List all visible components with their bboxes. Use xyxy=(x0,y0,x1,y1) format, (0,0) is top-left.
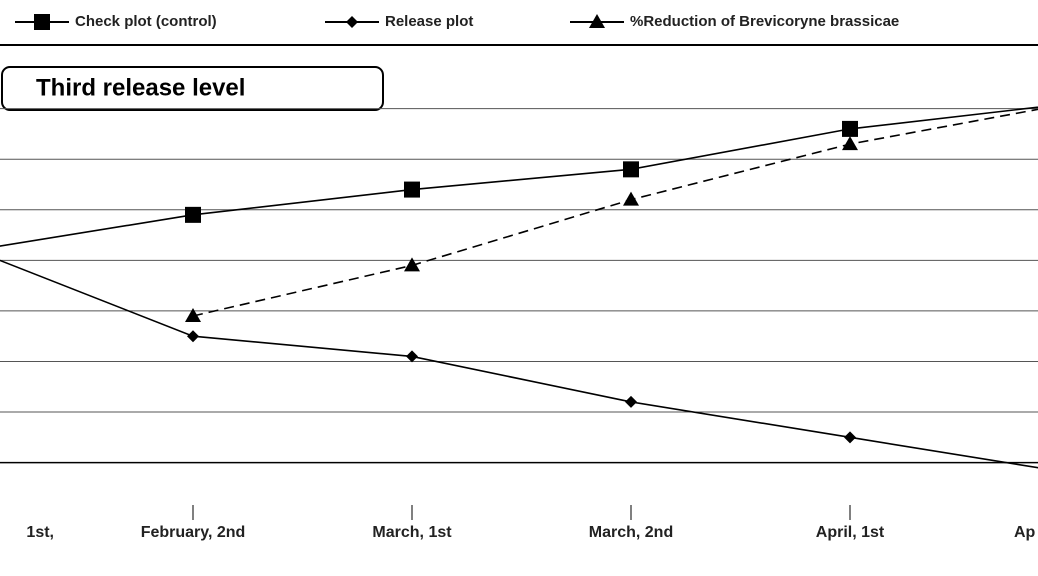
series-line xyxy=(0,259,1038,469)
point xyxy=(623,161,639,178)
series xyxy=(0,259,1038,469)
point xyxy=(623,191,639,206)
point xyxy=(625,395,637,408)
x-tick-label: 1st, xyxy=(26,524,54,541)
point xyxy=(404,257,420,272)
x-tick-label: February, 2nd xyxy=(141,524,246,541)
point xyxy=(185,206,201,223)
series xyxy=(185,108,1038,322)
point xyxy=(589,14,605,28)
series xyxy=(0,106,1038,247)
legend-label: %Reduction of Brevicoryne brassicae xyxy=(630,13,899,30)
annotation: Third release level xyxy=(36,74,245,101)
x-tick-label: Ap xyxy=(1014,524,1036,541)
point xyxy=(185,307,201,322)
point xyxy=(187,330,199,343)
x-tick-label: March, 2nd xyxy=(589,524,673,541)
x-tick-label: March, 1st xyxy=(372,524,452,541)
point xyxy=(404,181,420,198)
x-tick-label: April, 1st xyxy=(816,524,885,541)
point xyxy=(406,350,418,363)
point xyxy=(346,16,358,28)
point xyxy=(34,14,50,30)
annotation-box xyxy=(1,66,384,111)
legend-label: Release plot xyxy=(385,13,473,30)
series-line xyxy=(0,106,1038,247)
point xyxy=(842,136,858,151)
point xyxy=(842,120,858,137)
point xyxy=(844,431,856,444)
legend-label: Check plot (control) xyxy=(75,13,217,30)
